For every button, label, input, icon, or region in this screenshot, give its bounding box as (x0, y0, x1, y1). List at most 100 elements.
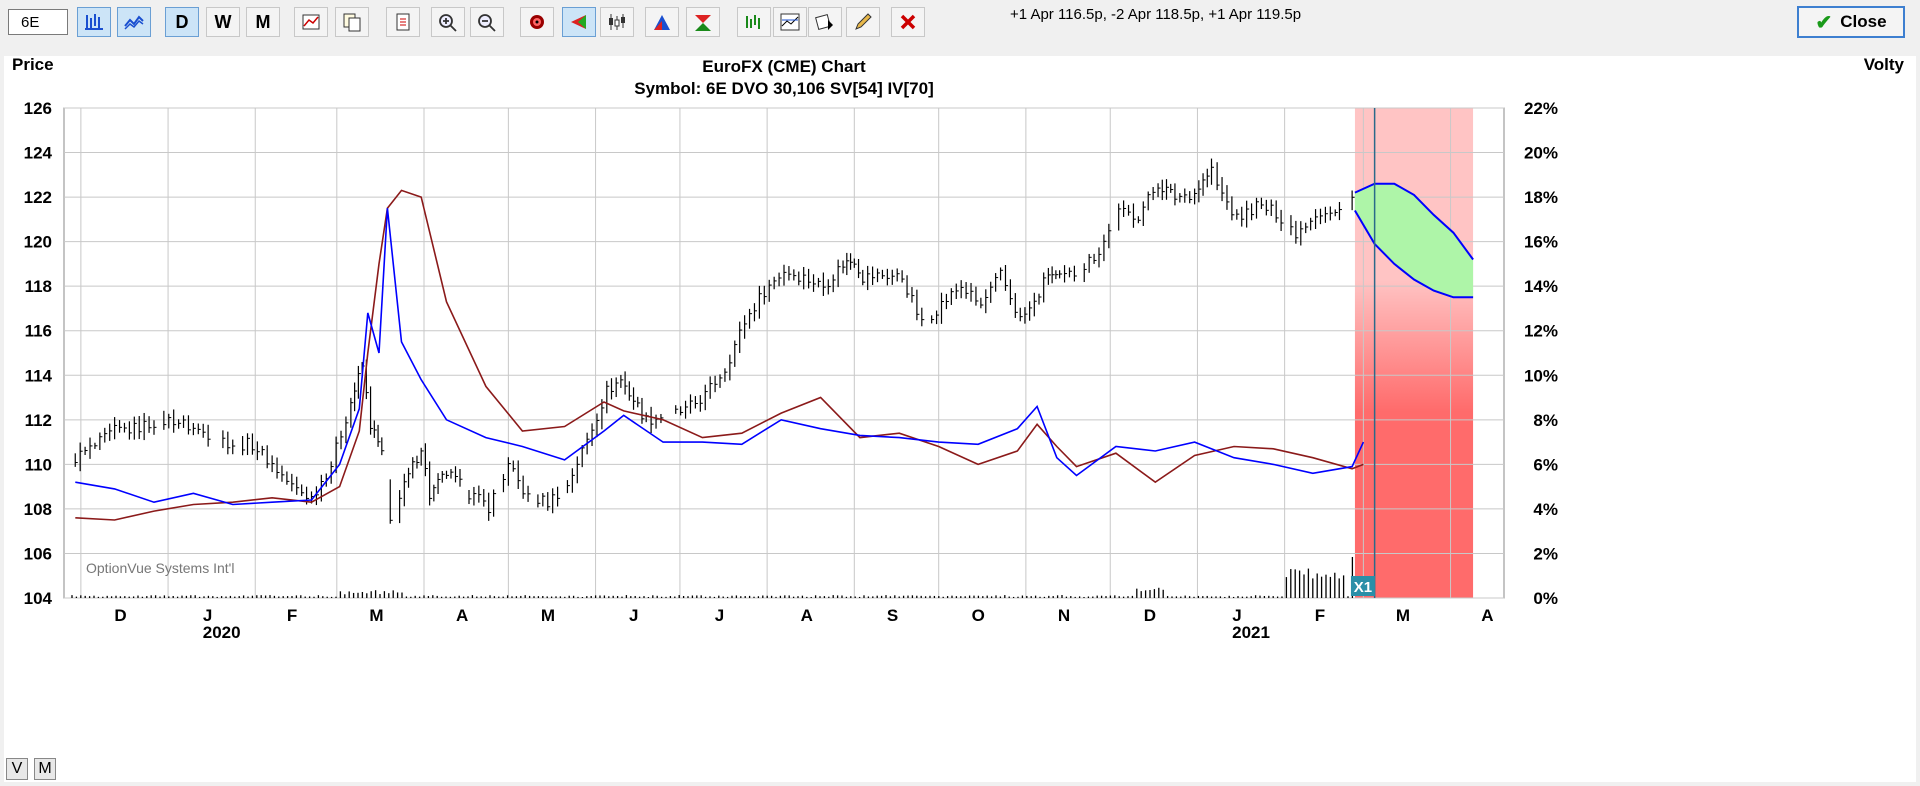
y-tick-label-right: 2% (1533, 544, 1558, 563)
y-tick-label-right: 10% (1524, 366, 1558, 385)
indicators-button[interactable] (773, 7, 807, 37)
y-tick-label-left: 116 (25, 322, 52, 341)
watermark: OptionVue Systems Int'l (86, 560, 234, 576)
x-tick-label: A (456, 606, 468, 625)
volume-profile-icon (651, 12, 673, 32)
indicators-icon (779, 12, 801, 32)
x-tick-label: O (972, 606, 985, 625)
studies-button[interactable] (737, 7, 771, 37)
y-tick-label-left: 106 (24, 544, 52, 563)
paint-button[interactable] (808, 7, 842, 37)
x-tick-label: N (1058, 606, 1070, 625)
studies-icon (743, 12, 765, 32)
y-axis-label-right: Volty (1864, 56, 1905, 74)
x-tick-label: J (1232, 606, 1241, 625)
y-tick-label-right: 8% (1533, 411, 1558, 430)
paint-icon (814, 12, 836, 32)
delete-icon (897, 12, 919, 32)
copy-icon (341, 12, 363, 32)
y-tick-label-right: 14% (1524, 277, 1558, 296)
y-tick-label-right: 20% (1524, 144, 1558, 163)
y-tick-label-left: 112 (25, 411, 52, 430)
m-label: M (38, 760, 52, 777)
y-tick-label-left: 110 (25, 455, 52, 474)
chart-panel: Price Volty EuroFX (CME) Chart Symbol: 6E D… (4, 56, 1916, 782)
target-button[interactable] (520, 7, 554, 37)
target-icon (526, 12, 548, 32)
delete-button[interactable] (891, 7, 925, 37)
close-button[interactable]: ✔ Close (1797, 6, 1905, 38)
x-tick-label: J (715, 606, 724, 625)
chart-subtitle: Symbol: 6E DVO 30,106 SV[54] IV[70] (634, 79, 934, 98)
chart-settings-button[interactable] (294, 7, 328, 37)
up-down-arrows-icon (692, 12, 714, 32)
draw-button[interactable] (846, 7, 880, 37)
x-tick-label: F (287, 606, 297, 625)
projection-marker: X1 (1354, 579, 1372, 596)
y-tick-label-left: 126 (24, 99, 52, 118)
price-volatility-chart[interactable]: Price Volty EuroFX (CME) Chart Symbol: 6E D… (4, 56, 1916, 786)
x-tick-label: M (541, 606, 555, 625)
implied-volatility-line (75, 208, 1365, 506)
v-label: V (11, 760, 23, 777)
candles-icon (606, 12, 628, 32)
x-tick-label: F (1315, 606, 1325, 625)
volume-bars (71, 556, 1354, 598)
x-tick-label: A (1481, 606, 1493, 625)
x-tick-label: A (801, 606, 813, 625)
volatility-cone (1354, 183, 1474, 298)
y-tick-label-left: 114 (25, 366, 53, 385)
y-tick-label-right: 6% (1533, 455, 1558, 474)
y-tick-label-right: 16% (1524, 233, 1558, 252)
price-bars (74, 158, 1355, 524)
monthly-button-label: M (255, 11, 271, 32)
y-tick-label-right: 4% (1533, 500, 1558, 519)
x-tick-label: J (629, 606, 638, 625)
x-tick-label: D (114, 606, 126, 625)
zoom-out-button[interactable] (470, 7, 504, 37)
x-tick-label: M (1396, 606, 1410, 625)
daily-button-label: D (175, 11, 189, 32)
line-chart-mode-button[interactable] (117, 7, 151, 37)
zoom-in-button[interactable] (431, 7, 465, 37)
statistical-volatility-line (75, 189, 1364, 521)
pencil-icon (852, 12, 874, 32)
weekly-button[interactable]: W (206, 7, 240, 37)
x-tick-label: J (203, 606, 212, 625)
y-tick-label-right: 18% (1524, 188, 1558, 207)
bar-chart-mode-button[interactable] (77, 7, 111, 37)
print-button[interactable] (386, 7, 420, 37)
cursor-button[interactable] (562, 7, 596, 37)
chart-title: EuroFX (CME) Chart (702, 57, 866, 76)
line-chart-icon (123, 12, 145, 32)
projection-region (1354, 108, 1474, 598)
strategy-text: +1 Apr 116.5p, -2 Apr 118.5p, +1 Apr 119… (1010, 6, 1302, 23)
x-year-label: 2021 (1232, 623, 1270, 642)
x-tick-label: M (369, 606, 383, 625)
m-button[interactable]: M (34, 758, 56, 780)
arrows-button[interactable] (686, 7, 720, 37)
y-tick-label-right: 22% (1524, 99, 1558, 118)
copy-button[interactable] (335, 7, 369, 37)
y-tick-label-left: 122 (24, 188, 52, 207)
y-axis-label-left: Price (12, 56, 54, 74)
symbol-input[interactable] (8, 9, 68, 35)
daily-button[interactable]: D (165, 7, 199, 37)
volume-profile-button[interactable] (645, 7, 679, 37)
y-tick-label-left: 120 (24, 233, 52, 252)
v-button[interactable]: V (6, 758, 28, 780)
print-icon (392, 12, 414, 32)
toolbar: D W M +1 Apr 116.5p, -2 Apr 118.5p, +1 Apr… (0, 0, 1920, 46)
weekly-button-label: W (214, 11, 232, 32)
zoom-out-icon (476, 12, 498, 32)
zoom-in-icon (437, 12, 459, 32)
x-tick-label: S (887, 606, 898, 625)
cursor-icon (568, 12, 590, 32)
y-tick-label-left: 108 (24, 500, 52, 519)
y-tick-label-left: 124 (24, 144, 53, 163)
plot-area (63, 107, 1505, 599)
y-tick-label-left: 104 (24, 589, 53, 608)
y-tick-label-right: 12% (1524, 322, 1558, 341)
monthly-button[interactable]: M (246, 7, 280, 37)
candles-button[interactable] (600, 7, 634, 37)
